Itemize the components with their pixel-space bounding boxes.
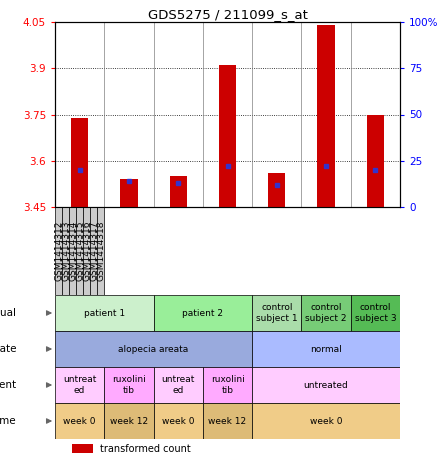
Bar xyxy=(55,295,154,331)
Text: patient 2: patient 2 xyxy=(182,308,223,318)
Text: alopecia areata: alopecia areata xyxy=(118,344,189,353)
Bar xyxy=(170,176,187,207)
Text: patient 1: patient 1 xyxy=(84,308,125,318)
Text: GSM1414314: GSM1414314 xyxy=(68,221,77,281)
Text: ruxolini
tib: ruxolini tib xyxy=(211,375,244,395)
Text: agent: agent xyxy=(0,380,16,390)
Text: week 0: week 0 xyxy=(162,416,194,425)
Bar xyxy=(71,118,88,207)
Bar xyxy=(76,207,83,295)
Text: untreated: untreated xyxy=(304,381,349,390)
Bar xyxy=(252,403,400,439)
Bar xyxy=(268,173,286,207)
Bar xyxy=(120,179,138,207)
Text: GSM1414318: GSM1414318 xyxy=(96,221,105,281)
Bar xyxy=(203,403,252,439)
Text: untreat
ed: untreat ed xyxy=(63,375,96,395)
Title: GDS5275 / 211099_s_at: GDS5275 / 211099_s_at xyxy=(148,8,307,21)
Bar xyxy=(83,207,90,295)
Bar xyxy=(104,403,154,439)
Bar xyxy=(203,367,252,403)
Text: week 12: week 12 xyxy=(110,416,148,425)
Bar xyxy=(55,207,62,295)
Bar xyxy=(252,367,400,403)
Bar xyxy=(154,403,203,439)
Bar xyxy=(55,367,104,403)
Text: normal: normal xyxy=(310,344,342,353)
Bar xyxy=(104,367,154,403)
Text: GSM1414315: GSM1414315 xyxy=(75,221,84,281)
Bar xyxy=(219,65,236,207)
Text: week 12: week 12 xyxy=(208,416,247,425)
Bar xyxy=(55,331,252,367)
Text: individual: individual xyxy=(0,308,16,318)
Bar xyxy=(318,25,335,207)
Bar xyxy=(351,295,400,331)
Text: GSM1414312: GSM1414312 xyxy=(54,221,63,281)
Text: week 0: week 0 xyxy=(64,416,96,425)
Text: GSM1414317: GSM1414317 xyxy=(89,221,98,281)
Text: GSM1414313: GSM1414313 xyxy=(61,221,70,281)
Text: control
subject 1: control subject 1 xyxy=(256,304,297,323)
Bar xyxy=(252,331,400,367)
Text: control
subject 3: control subject 3 xyxy=(354,304,396,323)
Bar xyxy=(62,207,69,295)
Bar xyxy=(154,295,252,331)
Text: disease state: disease state xyxy=(0,344,16,354)
Text: transformed count: transformed count xyxy=(100,444,191,453)
Bar xyxy=(72,444,93,453)
Text: ruxolini
tib: ruxolini tib xyxy=(112,375,146,395)
Bar xyxy=(154,367,203,403)
Bar xyxy=(97,207,104,295)
Bar xyxy=(301,295,351,331)
Bar xyxy=(69,207,76,295)
Bar xyxy=(367,115,384,207)
Bar xyxy=(252,295,301,331)
Bar xyxy=(55,403,104,439)
Text: GSM1414316: GSM1414316 xyxy=(82,221,91,281)
Text: control
subject 2: control subject 2 xyxy=(305,304,347,323)
Text: untreat
ed: untreat ed xyxy=(162,375,195,395)
Text: week 0: week 0 xyxy=(310,416,343,425)
Text: time: time xyxy=(0,416,16,426)
Bar xyxy=(90,207,97,295)
